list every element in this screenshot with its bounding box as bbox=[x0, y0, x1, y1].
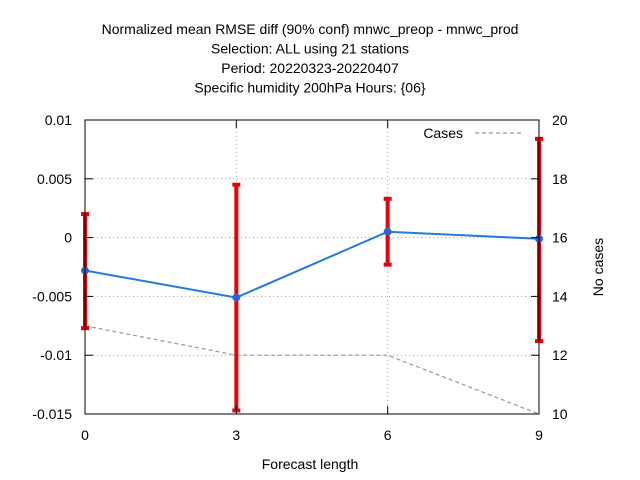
x-tick-label: 6 bbox=[384, 427, 392, 443]
y2-tick-label: 20 bbox=[552, 112, 568, 128]
errorbars bbox=[81, 136, 543, 413]
y2-tick-label: 12 bbox=[552, 347, 568, 363]
y-tick-label: 0.01 bbox=[45, 112, 72, 128]
y-tick-label: -0.015 bbox=[32, 406, 72, 422]
x-tick-label: 9 bbox=[535, 427, 543, 443]
y-axis: -0.015 -0.01 -0.005 0 0.005 0.01 bbox=[32, 112, 93, 422]
title-line-1: Normalized mean RMSE diff (90% conf) mnw… bbox=[102, 21, 519, 37]
y2-tick-label: 16 bbox=[552, 230, 568, 246]
grid-lines bbox=[85, 120, 539, 414]
y2-tick-label: 18 bbox=[552, 171, 568, 187]
y2-tick-label: 10 bbox=[552, 406, 568, 422]
x-axis: 0 3 6 9 bbox=[81, 120, 543, 443]
y2-tick-label: 14 bbox=[552, 288, 568, 304]
title-line-2: Selection: ALL using 21 stations bbox=[211, 41, 409, 57]
y2-axis: 10 12 14 16 18 20 bbox=[531, 112, 568, 422]
data-point bbox=[383, 227, 392, 236]
x-tick-label: 3 bbox=[232, 427, 240, 443]
y-tick-label: 0 bbox=[64, 230, 72, 246]
data-point bbox=[232, 293, 241, 302]
y-tick-label: 0.005 bbox=[37, 171, 72, 187]
legend: Cases bbox=[423, 125, 521, 141]
mean-diff-line bbox=[84, 230, 540, 299]
x-axis-label: Forecast length bbox=[262, 456, 359, 472]
chart-title: Normalized mean RMSE diff (90% conf) mnw… bbox=[102, 21, 519, 96]
y2-axis-label: No cases bbox=[590, 238, 606, 296]
x-tick-label: 0 bbox=[81, 427, 89, 443]
plot-frame bbox=[84, 119, 540, 415]
y-tick-label: -0.01 bbox=[40, 347, 72, 363]
cases-series bbox=[84, 325, 540, 415]
y-tick-label: -0.005 bbox=[32, 288, 72, 304]
legend-label-cases: Cases bbox=[423, 125, 463, 141]
title-line-3: Period: 20220323-20220407 bbox=[221, 60, 399, 76]
cases-line bbox=[84, 325, 540, 415]
title-line-4: Specific humidity 200hPa Hours: {06} bbox=[194, 80, 425, 96]
mean-diff-series bbox=[84, 230, 540, 299]
